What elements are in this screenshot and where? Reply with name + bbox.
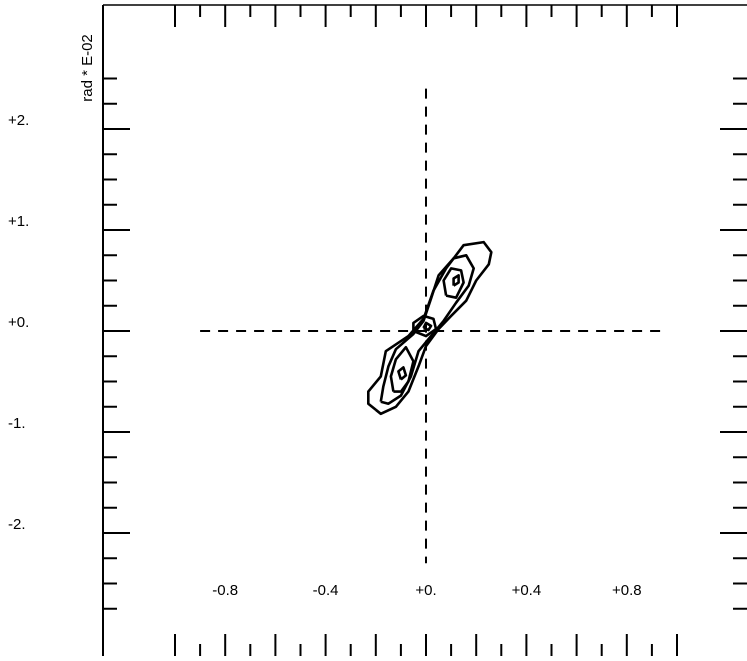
y-axis-label: rad * E-02 <box>79 34 96 102</box>
contour-level-3 <box>412 314 438 338</box>
crosshair-layer <box>200 88 665 564</box>
contour-level-3 <box>442 267 465 300</box>
contour-level-4 <box>452 274 460 287</box>
y-tick-label: -1. <box>8 415 26 432</box>
x-tick-label: +0.4 <box>512 582 542 599</box>
tick-labels-layer: -0.8 -0.4 +0. +0.4 +0.8 +2. +1. +0. -1. -2. <box>8 112 642 599</box>
ticks-layer <box>103 5 747 656</box>
contour-level-2 <box>379 254 476 406</box>
y-tick-label: +0. <box>8 314 29 331</box>
y-tick-label: -2. <box>8 516 26 533</box>
x-tick-label: +0. <box>415 582 436 599</box>
contour-layer <box>366 240 493 416</box>
contour-level-3 <box>389 345 415 393</box>
x-tick-label: +0.8 <box>612 582 642 599</box>
y-tick-label: +2. <box>8 112 29 129</box>
y-tick-label: +1. <box>8 213 29 230</box>
contour-level-4 <box>397 366 408 381</box>
contour-level-4 <box>422 321 433 332</box>
contour-level-1 <box>366 240 493 416</box>
x-tick-label: -0.4 <box>313 582 339 599</box>
x-tick-label: -0.8 <box>212 582 238 599</box>
